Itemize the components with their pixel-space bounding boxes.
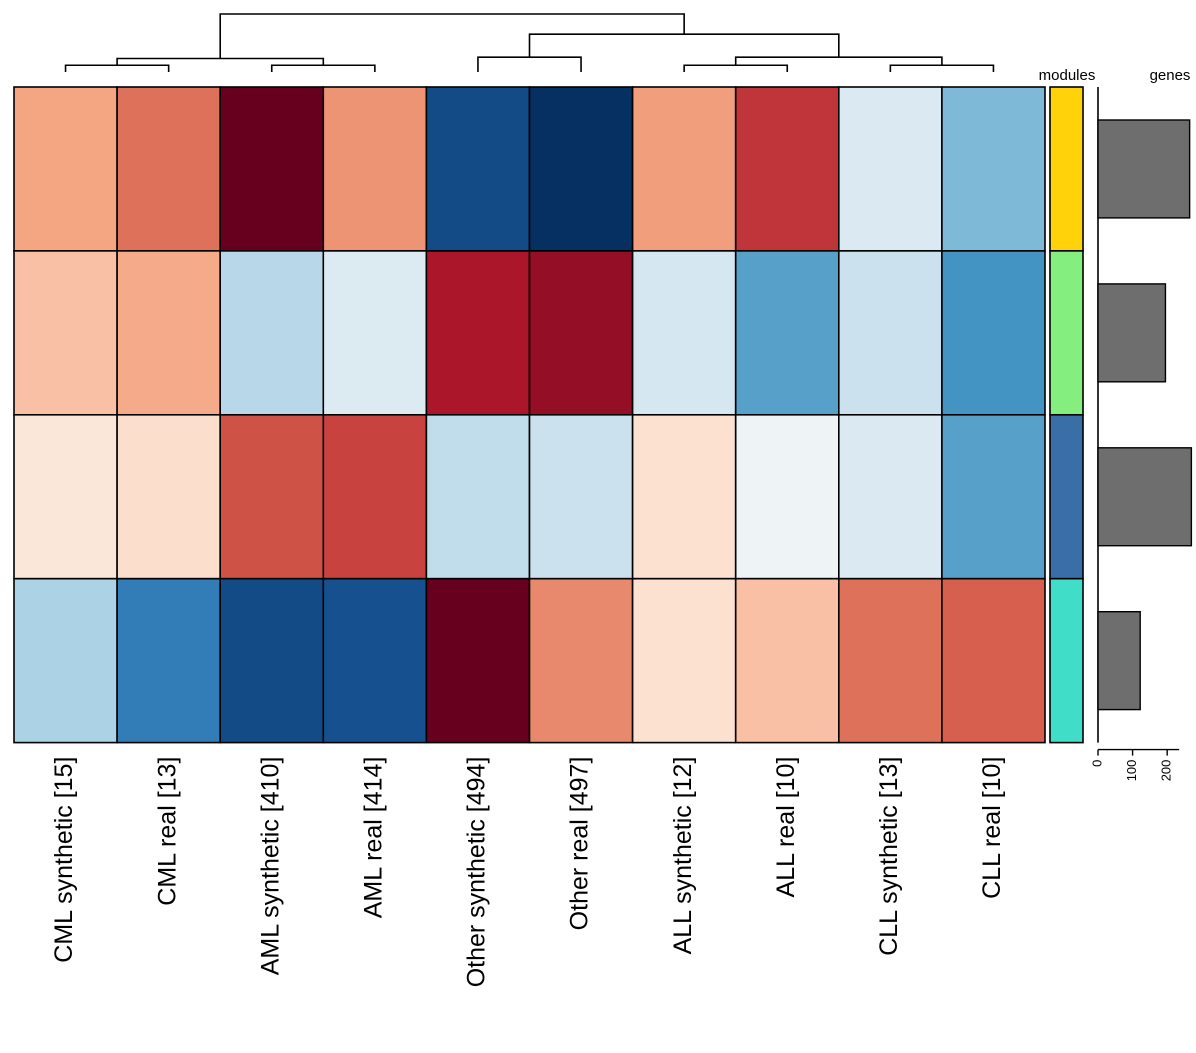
heatmap-cells <box>13 86 1046 744</box>
heatmap-cell <box>528 413 634 580</box>
module-color-cell <box>1049 577 1084 744</box>
dendrogram-branch <box>270 64 376 72</box>
heatmap-cell <box>941 250 1046 416</box>
heatmap-cell <box>322 86 428 252</box>
column-label: Other real [497] <box>566 757 594 931</box>
heatmap-cell <box>219 577 325 744</box>
heatmap-cell <box>631 577 737 744</box>
heatmap-cell <box>837 577 943 744</box>
module-color-cell <box>1049 86 1084 252</box>
genes-bar <box>1097 119 1191 219</box>
column-label: ALL real [10] <box>772 757 800 898</box>
genes-tick-label: 200 <box>1159 760 1174 782</box>
heatmap-cell <box>528 250 634 416</box>
heatmap-cell <box>941 86 1046 252</box>
heatmap-cell <box>734 86 840 252</box>
heatmap-cell <box>219 413 325 580</box>
heatmap-cell <box>116 577 221 744</box>
column-label: CML synthetic [15] <box>50 757 78 963</box>
column-label: AML real [414] <box>359 757 387 919</box>
genes-barplot: 0 100 200 <box>1089 87 1193 782</box>
heatmap-cell <box>837 413 943 580</box>
column-label: CLL synthetic [13] <box>875 757 903 956</box>
column-label: Other synthetic [494] <box>463 757 491 988</box>
module-color-cell <box>1049 250 1084 416</box>
heatmap-cell <box>734 577 840 744</box>
column-dendrogram <box>64 13 995 72</box>
heatmap-cell <box>941 413 1046 580</box>
modules-title: modules <box>1039 67 1096 84</box>
modules-annotation <box>1049 86 1084 744</box>
heatmap-cell <box>425 413 531 580</box>
heatmap-cell <box>425 250 531 416</box>
heatmap-cell <box>425 577 531 744</box>
heatmap-cell <box>13 250 118 416</box>
heatmap-cell <box>116 250 221 416</box>
dendrogram-branch <box>734 56 943 66</box>
heatmap-cell <box>734 250 840 416</box>
genes-bar <box>1097 447 1193 547</box>
dendrogram-branch <box>116 57 325 66</box>
heatmap-cell <box>219 86 325 252</box>
dendrogram-branch <box>889 64 995 72</box>
heatmap-cell <box>13 577 118 744</box>
heatmap-cell <box>322 413 428 580</box>
genes-bar <box>1097 611 1141 711</box>
dendrogram-branch <box>528 33 840 58</box>
dendrogram-branch <box>477 56 582 72</box>
dendrogram-branch <box>219 13 685 59</box>
heatmap-cell <box>219 250 325 416</box>
column-label: AML synthetic [410] <box>256 757 284 976</box>
heatmap-cell <box>837 86 943 252</box>
column-labels: CML synthetic [15] CML real [13] AML synth… <box>50 757 1006 988</box>
heatmap-cell <box>322 577 428 744</box>
heatmap-cell <box>837 250 943 416</box>
heatmap-cell <box>425 86 531 252</box>
dendrogram-branch <box>64 64 170 72</box>
heatmap-cell <box>322 250 428 416</box>
heatmap-cell <box>116 413 221 580</box>
heatmap-cell <box>631 413 737 580</box>
column-label: CML real [13] <box>153 757 181 906</box>
column-label: ALL synthetic [12] <box>669 757 697 955</box>
genes-title: genes <box>1150 67 1191 84</box>
genes-tick-label: 100 <box>1124 760 1139 782</box>
heatmap-cell <box>13 86 118 252</box>
dendrogram-branch <box>683 64 789 72</box>
heatmap-cell <box>528 86 634 252</box>
heatmap-cell <box>528 577 634 744</box>
genes-tick-label: 0 <box>1089 760 1104 767</box>
heatmap-cell <box>734 413 840 580</box>
genes-bar <box>1097 283 1167 383</box>
heatmap-cell <box>13 413 118 580</box>
column-label: CLL real [10] <box>978 757 1006 899</box>
heatmap-cell <box>941 577 1046 744</box>
module-color-cell <box>1049 413 1084 580</box>
heatmap-cell <box>116 86 221 252</box>
heatmap-cell <box>631 250 737 416</box>
heatmap-cell <box>631 86 737 252</box>
